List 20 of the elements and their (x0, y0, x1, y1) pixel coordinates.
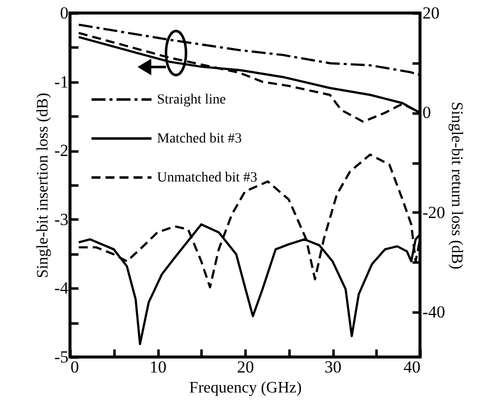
y-tick-label: -4 (54, 278, 69, 298)
legend-label: Matched bit #3 (157, 132, 242, 146)
y-tick-label: 0 (60, 4, 68, 22)
y-tick-label: -1 (54, 72, 68, 92)
x-tick-label: 10 (150, 358, 166, 376)
legend-label: Straight line (157, 92, 226, 108)
y-tick-label: -2 (54, 141, 68, 160)
y2-tick-label: -20 (422, 202, 446, 222)
y-tick-label: -3 (54, 210, 68, 229)
y2-axis-title: Single-bit return loss (dB) (448, 102, 466, 270)
legend-label: Unmatched bit #3 (157, 170, 258, 186)
x-axis-title: Frequency (GHz) (189, 380, 302, 396)
x-tick-label: 40 (404, 358, 420, 376)
y-tick-label: -5 (54, 348, 68, 366)
y2-tick-label: 0 (422, 103, 431, 122)
y2-tick-label: -40 (422, 302, 446, 322)
y2-tick-label: 20 (422, 4, 440, 22)
y-axis-title: Single-bit insertion loss (dB) (34, 92, 52, 278)
x-tick-label: 30 (324, 358, 342, 376)
x-tick-label: 20 (237, 358, 254, 376)
